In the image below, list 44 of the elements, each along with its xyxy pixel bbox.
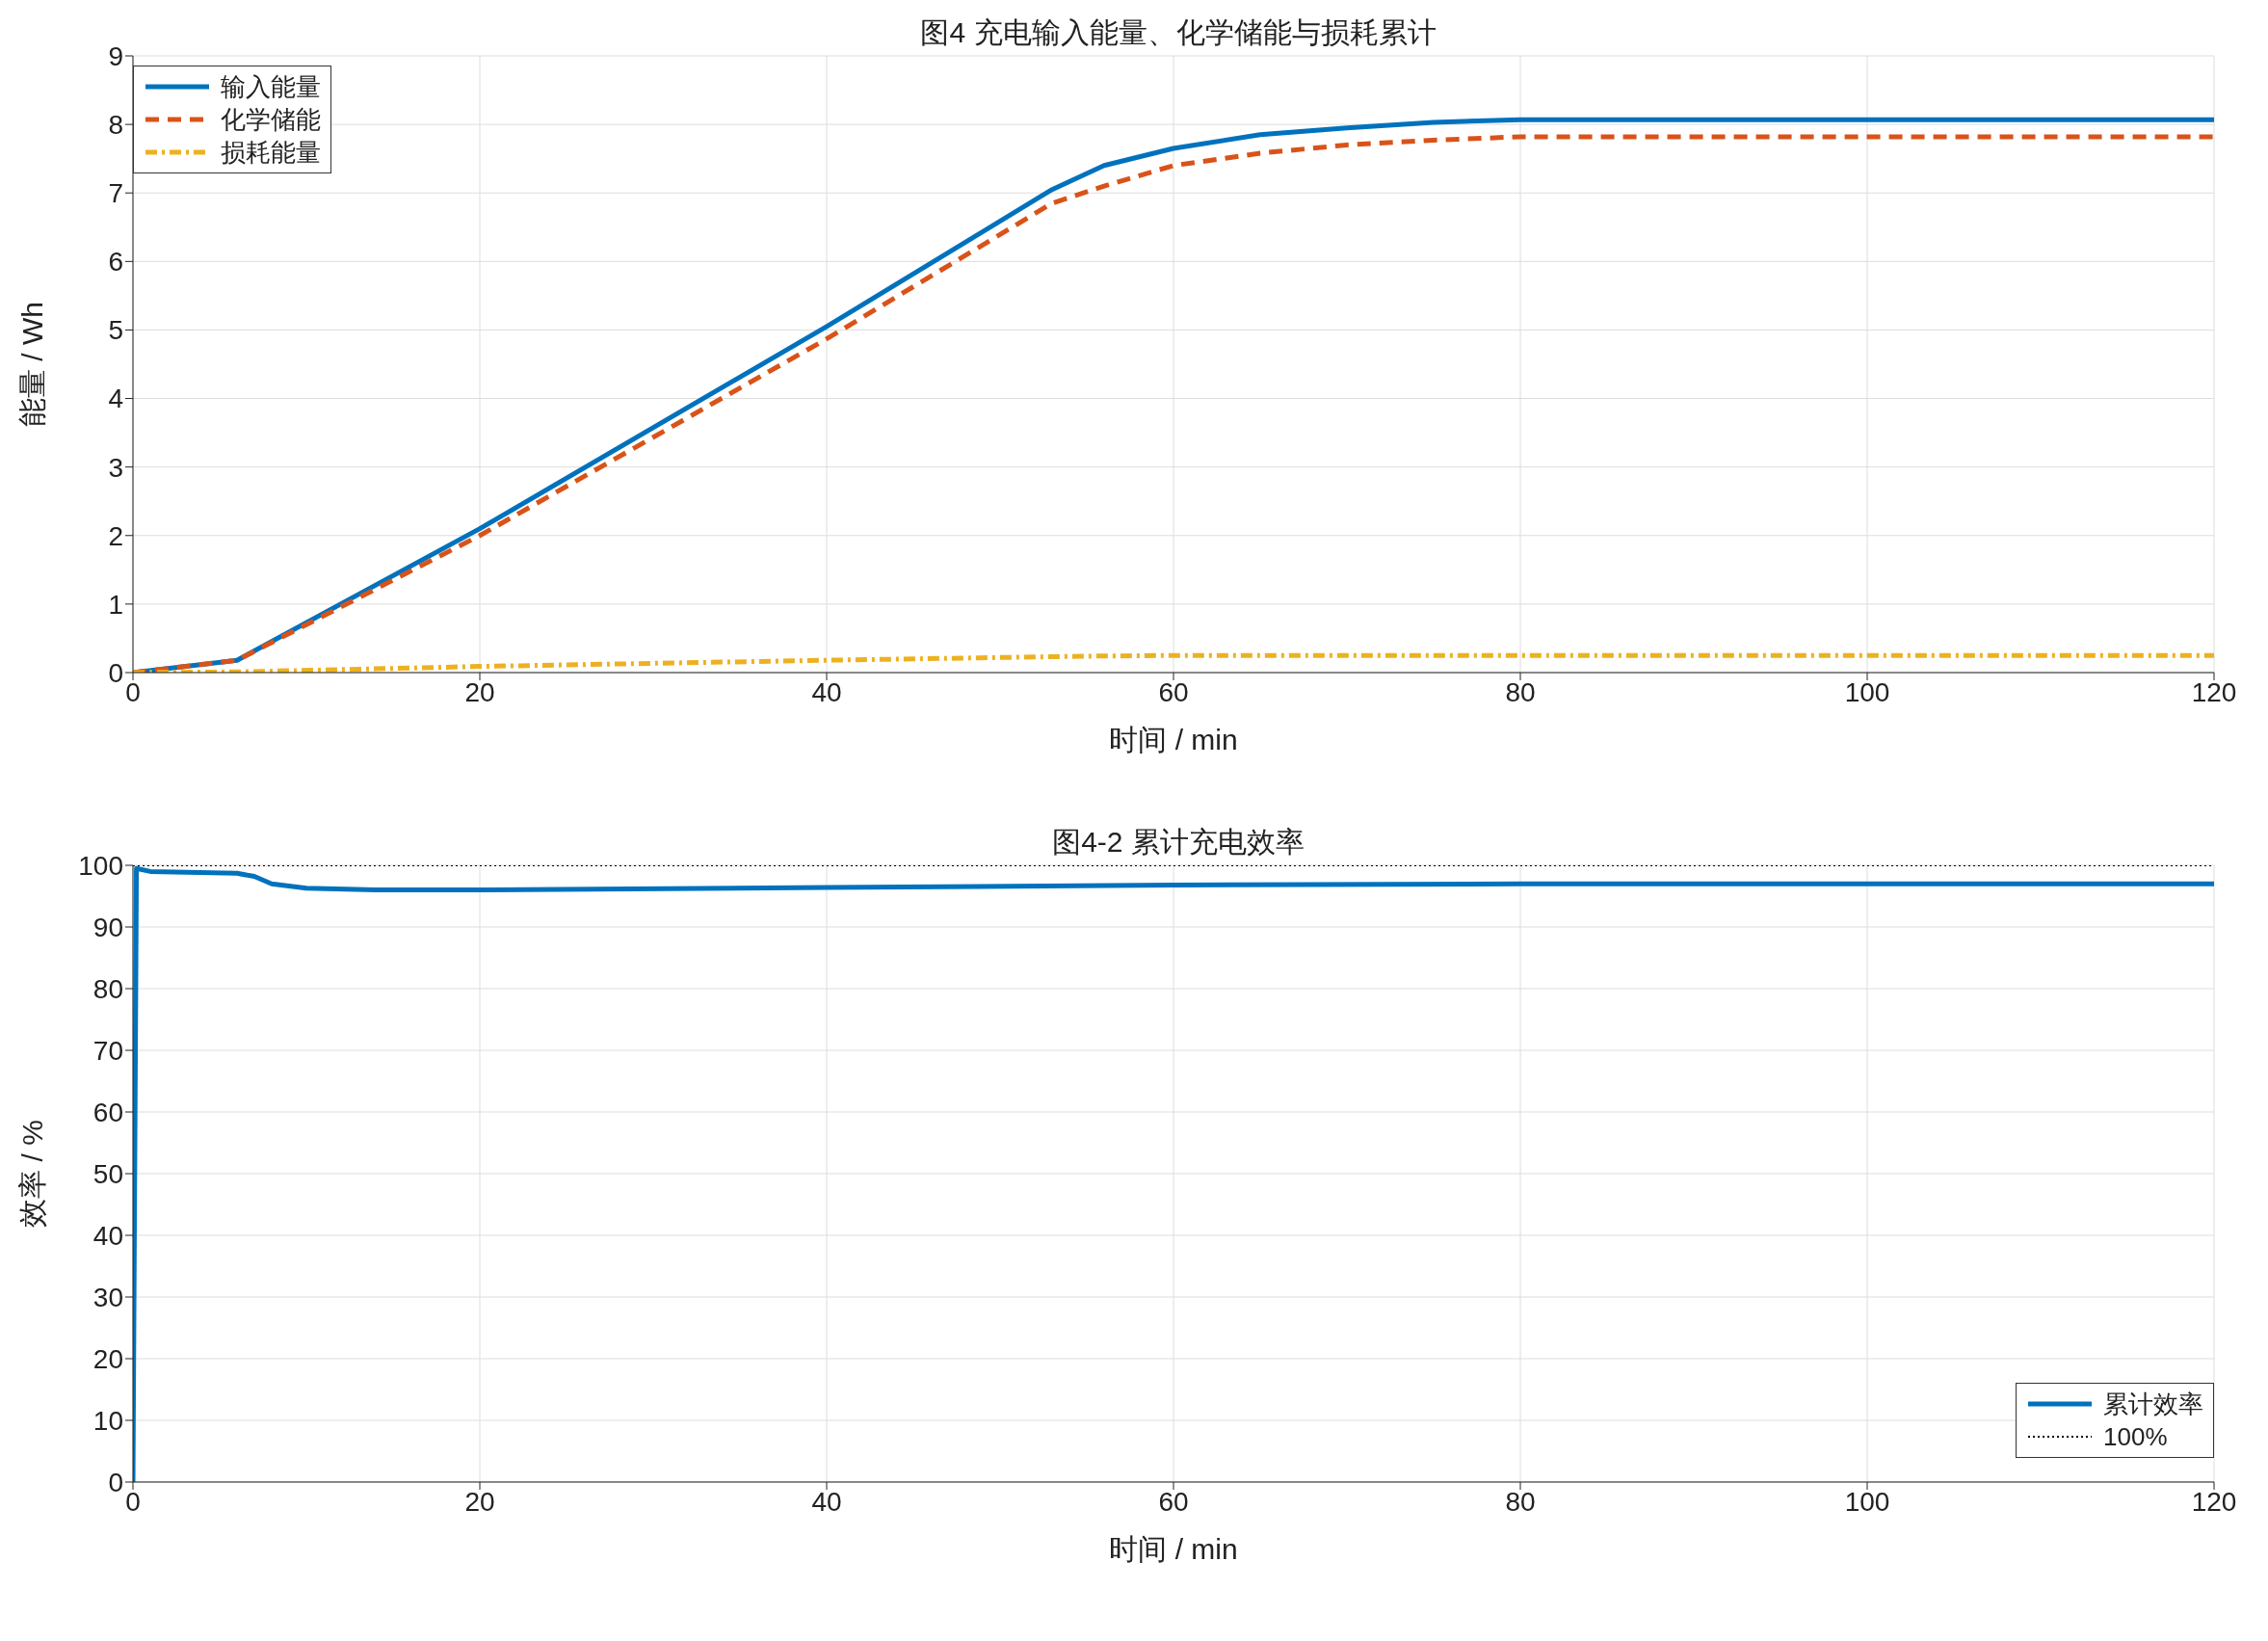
x-tick-label: 120 — [2191, 1486, 2237, 1517]
x-tick-label: 20 — [464, 676, 495, 707]
y-tick-label: 30 — [92, 1282, 123, 1312]
x-tick-label: 60 — [1158, 676, 1189, 707]
x-axis-title: 时间 / min — [1109, 1533, 1238, 1565]
y-tick-label: 4 — [108, 384, 123, 414]
x-tick-label: 80 — [1505, 1486, 1536, 1517]
chart-title: 图4-2 累计充电效率 — [1052, 826, 1305, 858]
y-tick-label: 7 — [108, 178, 123, 209]
y-axis-title: 效率 / % — [15, 1120, 48, 1228]
x-axis-title: 时间 / min — [1109, 724, 1238, 755]
x-tick-label: 40 — [811, 1486, 842, 1517]
y-tick-label: 0 — [108, 657, 123, 688]
x-tick-label: 120 — [2191, 676, 2237, 707]
chart-title: 图4 充电输入能量、化学储能与损耗累计 — [920, 16, 1437, 48]
y-axis-title: 能量 / Wh — [15, 301, 48, 428]
legend-label: 100% — [2103, 1421, 2168, 1453]
y-tick-label: 50 — [92, 1158, 123, 1189]
x-tick-label: 100 — [1844, 1486, 1890, 1517]
x-tick-label: 20 — [464, 1486, 495, 1517]
x-tick-label: 40 — [811, 676, 842, 707]
y-tick-label: 0 — [108, 1467, 123, 1497]
y-tick-label: 10 — [92, 1405, 123, 1436]
y-tick-label: 8 — [108, 110, 123, 141]
y-tick-label: 80 — [92, 973, 123, 1004]
y-tick-label: 60 — [92, 1097, 123, 1127]
y-tick-label: 1 — [108, 589, 123, 620]
legend-label: 损耗能量 — [221, 137, 321, 169]
y-tick-label: 9 — [108, 40, 123, 71]
y-tick-label: 3 — [108, 452, 123, 483]
y-tick-label: 40 — [92, 1220, 123, 1251]
legend-label: 输入能量 — [221, 71, 321, 103]
y-tick-label: 90 — [92, 912, 123, 942]
y-tick-label: 20 — [92, 1343, 123, 1374]
x-tick-label: 80 — [1505, 676, 1536, 707]
y-tick-label: 6 — [108, 247, 123, 278]
y-tick-label: 100 — [78, 850, 123, 881]
y-tick-label: 70 — [92, 1035, 123, 1066]
y-tick-label: 5 — [108, 315, 123, 346]
x-tick-label: 100 — [1844, 676, 1890, 707]
legend-label: 累计效率 — [2103, 1389, 2203, 1420]
y-tick-label: 2 — [108, 520, 123, 551]
legend-label: 化学储能 — [221, 104, 321, 136]
x-tick-label: 60 — [1158, 1486, 1189, 1517]
